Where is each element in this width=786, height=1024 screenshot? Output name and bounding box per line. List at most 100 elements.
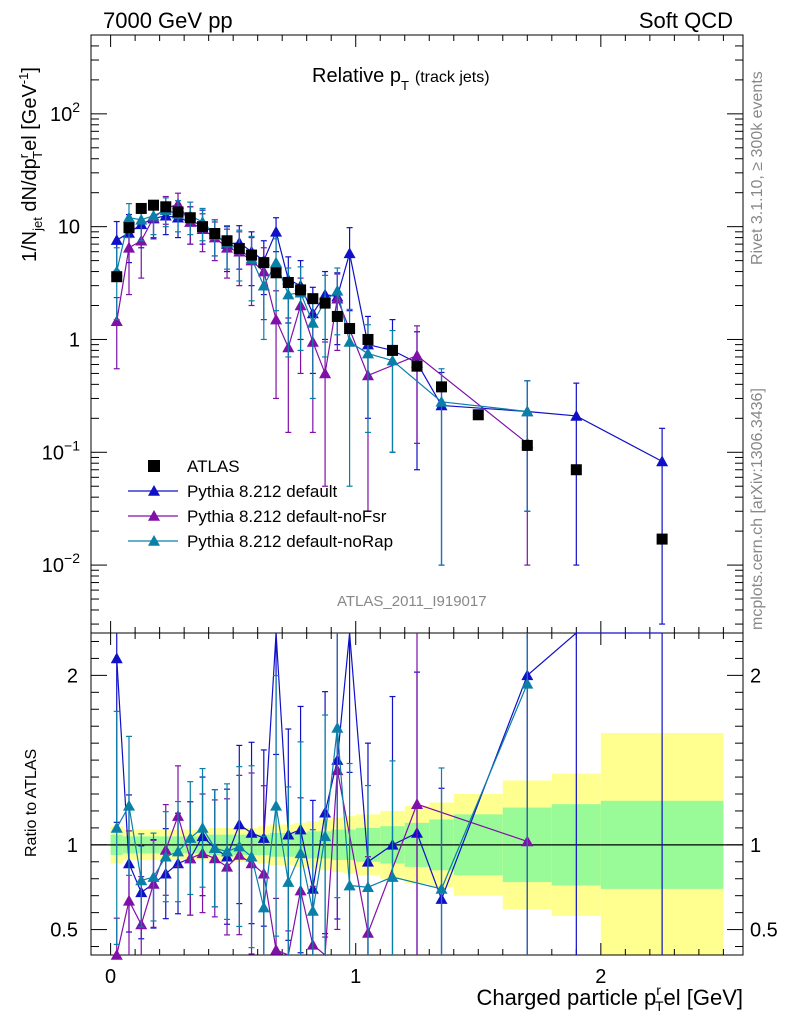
ratio-tick-label: 2 bbox=[67, 665, 78, 687]
series-point bbox=[270, 225, 283, 237]
ratio-tick-label-right: 0.5 bbox=[750, 920, 778, 942]
legend-item-3-marker bbox=[148, 535, 160, 546]
atlas-data bbox=[111, 199, 668, 545]
y-label-part3: el [GeV bbox=[19, 84, 41, 151]
y-tick-base: 10 bbox=[50, 104, 72, 126]
y-label-part2: dN/dp bbox=[19, 158, 41, 217]
series-point bbox=[435, 395, 448, 407]
atlas-point bbox=[209, 227, 221, 239]
atlas-point bbox=[111, 271, 123, 283]
y-tick-exp: −2 bbox=[64, 550, 80, 566]
main-series bbox=[110, 192, 669, 625]
series-point bbox=[257, 279, 270, 291]
ratio-tick-label-right: 1 bbox=[750, 835, 761, 857]
x-label-part1: Charged particle p bbox=[477, 985, 657, 1010]
series-point bbox=[270, 313, 283, 325]
x-tick-label: 1 bbox=[350, 966, 361, 988]
ratio-point bbox=[122, 799, 135, 811]
x-tick-label: 2 bbox=[595, 966, 606, 988]
atlas-point bbox=[331, 310, 343, 322]
ratio-point bbox=[196, 821, 209, 833]
ratio-point bbox=[270, 943, 283, 955]
series-point bbox=[411, 349, 423, 361]
atlas-point bbox=[411, 360, 423, 372]
ratio-point bbox=[306, 904, 319, 916]
series-point bbox=[343, 247, 356, 259]
atlas-point bbox=[148, 199, 160, 211]
legend-item-1-marker bbox=[148, 485, 160, 496]
ratio-point bbox=[159, 850, 172, 862]
ratio-series bbox=[110, 632, 663, 960]
ratio-point bbox=[110, 821, 123, 833]
ratio-point bbox=[270, 799, 283, 811]
series-point bbox=[521, 405, 534, 417]
atlas-point bbox=[123, 222, 135, 234]
series-point bbox=[343, 335, 356, 347]
ratio-point bbox=[172, 845, 185, 857]
atlas-point bbox=[295, 284, 307, 296]
y-tick-base: 1 bbox=[69, 329, 80, 351]
ratio-point bbox=[245, 850, 258, 862]
x-label-sub: T bbox=[655, 998, 664, 1014]
atlas-point bbox=[656, 533, 668, 545]
series-point bbox=[110, 315, 123, 327]
x-label-sup: r bbox=[656, 982, 661, 998]
y-tick-base: 10 bbox=[42, 442, 64, 464]
atlas-point bbox=[221, 235, 233, 247]
y-label-unit-sup: -1 bbox=[16, 73, 31, 85]
ratio-point bbox=[110, 949, 123, 960]
y-label-part1: 1/N bbox=[19, 231, 41, 262]
y-label-sup: r bbox=[16, 153, 31, 158]
series-line-0 bbox=[116, 215, 663, 462]
atlas-point bbox=[246, 249, 258, 261]
ratio-point bbox=[208, 842, 221, 854]
atlas-point bbox=[436, 381, 448, 393]
ratio-point bbox=[411, 798, 423, 809]
atlas-point bbox=[258, 257, 270, 269]
ratio-point bbox=[122, 894, 135, 906]
y-tick-label: 1 bbox=[69, 329, 80, 351]
y-tick-label: 10−2 bbox=[42, 550, 80, 577]
atlas-point bbox=[319, 297, 331, 309]
series-point bbox=[386, 354, 399, 366]
legend-item-1-label: Pythia 8.212 default bbox=[187, 482, 338, 501]
atlas-point bbox=[197, 221, 209, 233]
series-point bbox=[270, 256, 283, 268]
atlas-point bbox=[344, 323, 356, 335]
atlas-point bbox=[386, 344, 398, 356]
y-tick-exp: −1 bbox=[64, 437, 80, 453]
ratio-point bbox=[331, 721, 344, 733]
atlas-point bbox=[160, 201, 172, 213]
ratio-point bbox=[343, 879, 356, 891]
y-tick-base: 10 bbox=[42, 555, 64, 577]
series-point bbox=[110, 234, 123, 245]
header-right: Soft QCD bbox=[639, 8, 733, 33]
atlas-point bbox=[307, 293, 319, 305]
atlas-point bbox=[521, 439, 533, 451]
ratio-point bbox=[282, 876, 295, 887]
y-tick-label: 10 bbox=[58, 217, 80, 239]
title-main: Relative p bbox=[312, 65, 401, 87]
y-label-sub2: T bbox=[30, 151, 45, 159]
series-point bbox=[282, 288, 295, 300]
legend-item-2-marker bbox=[148, 510, 160, 521]
series-point bbox=[135, 213, 148, 225]
ratio-point bbox=[521, 677, 534, 689]
atlas-point bbox=[233, 243, 245, 255]
ratio-point bbox=[361, 881, 374, 893]
series-point bbox=[319, 367, 332, 379]
atlas-point bbox=[135, 202, 147, 214]
y-label-close: ] bbox=[19, 67, 41, 73]
y-tick-exp: 2 bbox=[72, 99, 80, 115]
y-tick-base: 10 bbox=[58, 217, 80, 239]
ratio-point bbox=[435, 882, 448, 894]
x-axis-label: Charged particle pr Tel [GeV] bbox=[477, 982, 744, 1014]
legend-item-3-label: Pythia 8.212 default-noRap bbox=[187, 532, 393, 551]
ratio-point bbox=[135, 874, 148, 886]
y-axis-label: 1/Njet dN/dprTel [GeV-1] bbox=[16, 67, 45, 262]
ratio-point bbox=[257, 901, 270, 913]
series-point bbox=[122, 241, 135, 253]
series-point bbox=[331, 284, 344, 296]
series-point bbox=[656, 455, 669, 467]
